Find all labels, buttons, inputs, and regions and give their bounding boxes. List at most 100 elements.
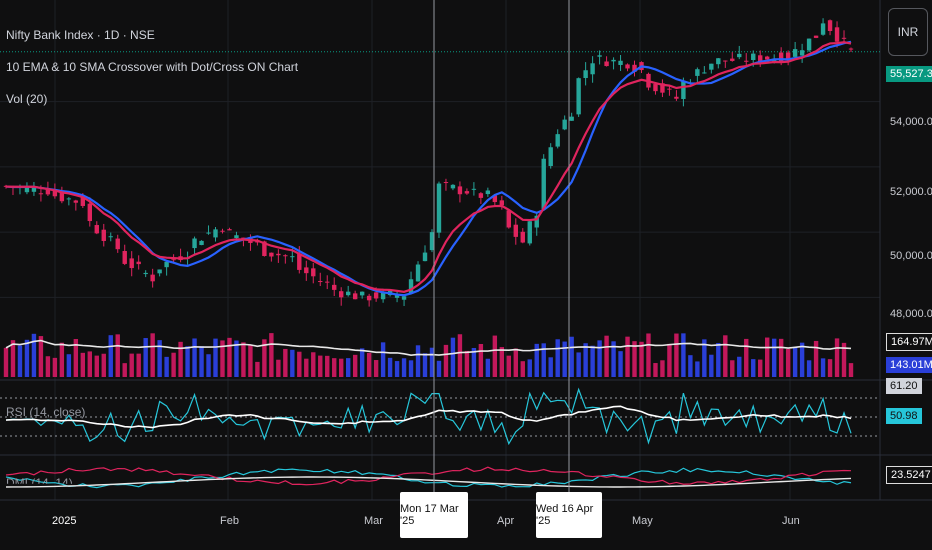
candle-body [485, 190, 491, 195]
volume-bar [806, 360, 812, 377]
candle-body [255, 240, 260, 243]
candle-body [660, 83, 665, 93]
volume-bar [73, 339, 79, 377]
volume-bar [667, 343, 672, 377]
candle-body [87, 203, 93, 222]
dmi-last-tag: 23.5247 [886, 466, 932, 484]
volume-bar [380, 342, 386, 377]
candle-body [737, 53, 742, 58]
volume-bar [639, 341, 644, 377]
candle-body [709, 63, 714, 70]
volume-bar [716, 343, 721, 377]
candle-body [506, 210, 512, 228]
sma-line [5, 40, 852, 297]
volume-bar [653, 363, 658, 377]
volume-bar [101, 353, 106, 377]
candle-body [478, 193, 484, 198]
volume-bar [108, 335, 113, 377]
volume-bar [3, 347, 9, 377]
candle-body [457, 186, 463, 195]
volume-bar [80, 352, 86, 377]
volume-bar [583, 343, 588, 377]
dmi-title[interactable]: DMI (14, 14) [6, 476, 73, 490]
x-label-may: May [632, 515, 653, 527]
candle-body [325, 281, 330, 283]
candle-body [380, 291, 386, 300]
volume-bar [457, 334, 463, 377]
candle-body [758, 55, 763, 62]
x-label-2025: 2025 [52, 515, 77, 527]
candle-body [716, 58, 721, 65]
volume-bar [150, 333, 155, 377]
volume-bar [339, 358, 344, 377]
candle-body [695, 69, 700, 76]
volume-ma-tag: 164.97M [886, 333, 932, 351]
candle-body [492, 195, 498, 203]
candle-body [820, 23, 826, 35]
candle-body [171, 259, 176, 261]
volume-bar [841, 342, 847, 377]
volume-bar [443, 344, 449, 377]
volume-bar [681, 333, 686, 377]
candle-body [311, 268, 316, 277]
candle-body [590, 63, 595, 75]
candle-body [3, 185, 9, 187]
volume-bar [506, 355, 512, 377]
candle-body [429, 232, 435, 251]
volume-bar [674, 333, 679, 377]
volume-bar [220, 340, 225, 377]
volume-bar [10, 340, 16, 377]
volume-bar [778, 338, 784, 377]
candle-body [220, 230, 225, 232]
volume-bar [325, 355, 330, 377]
volume-bar [359, 348, 365, 377]
candle-body [681, 81, 686, 99]
rsi-title[interactable]: RSI (14, close) [6, 405, 86, 419]
candle-body [548, 147, 553, 167]
rsi-last-tag: 50.98 [886, 408, 922, 424]
volume-bar [352, 354, 358, 377]
volume-bar [276, 359, 281, 377]
volume-title[interactable]: Vol (20) [6, 92, 48, 106]
volume-bar [415, 345, 421, 377]
volume-bar [597, 340, 602, 377]
volume-last-tag: 143.01M [886, 357, 932, 373]
volume-bar [297, 351, 302, 377]
x-label-mar: Mar [364, 515, 383, 527]
volume-bar [792, 346, 798, 377]
volume-bar [213, 338, 218, 377]
volume-bar [373, 360, 379, 377]
currency-button[interactable]: INR [888, 8, 928, 56]
candle-body [450, 184, 456, 189]
candle-body [45, 189, 51, 195]
candle-body [157, 269, 162, 274]
volume-bar [255, 361, 260, 377]
volume-bar [234, 340, 239, 377]
volume-bar [485, 358, 491, 377]
candle-body [625, 64, 630, 69]
candle-body [401, 296, 407, 300]
candle-body [345, 291, 351, 296]
candle-body [150, 274, 155, 282]
candle-body [841, 37, 847, 39]
candle-body [471, 188, 477, 190]
candle-body [632, 64, 637, 72]
volume-bar [723, 335, 728, 377]
candle-body [276, 253, 281, 256]
volume-bar [262, 339, 267, 377]
volume-bar [604, 335, 609, 377]
volume-bar [248, 345, 253, 377]
volume-bar [59, 342, 65, 377]
volume-bar [143, 338, 148, 377]
volume-bar [304, 358, 309, 377]
candle-body [422, 252, 428, 262]
candle-body [778, 52, 784, 64]
volume-bar [164, 356, 169, 377]
volume-bar [66, 354, 72, 377]
volume-bar [555, 339, 560, 377]
indicator-title[interactable]: 10 EMA & 10 SMA Crossover with Dot/Cross… [6, 60, 299, 74]
volume-bar [848, 363, 854, 377]
candle-body [848, 48, 854, 50]
candle-body [730, 58, 735, 61]
